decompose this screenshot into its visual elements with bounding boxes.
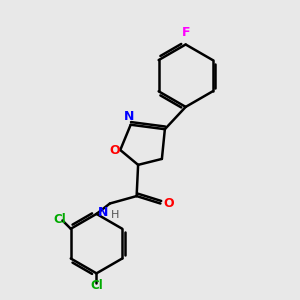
Text: N: N — [124, 110, 134, 123]
Text: Cl: Cl — [54, 213, 66, 226]
Text: F: F — [182, 26, 190, 39]
Text: O: O — [110, 143, 120, 157]
Text: H: H — [111, 210, 120, 220]
Text: N: N — [98, 206, 108, 220]
Text: Cl: Cl — [90, 279, 103, 292]
Text: O: O — [164, 197, 174, 210]
